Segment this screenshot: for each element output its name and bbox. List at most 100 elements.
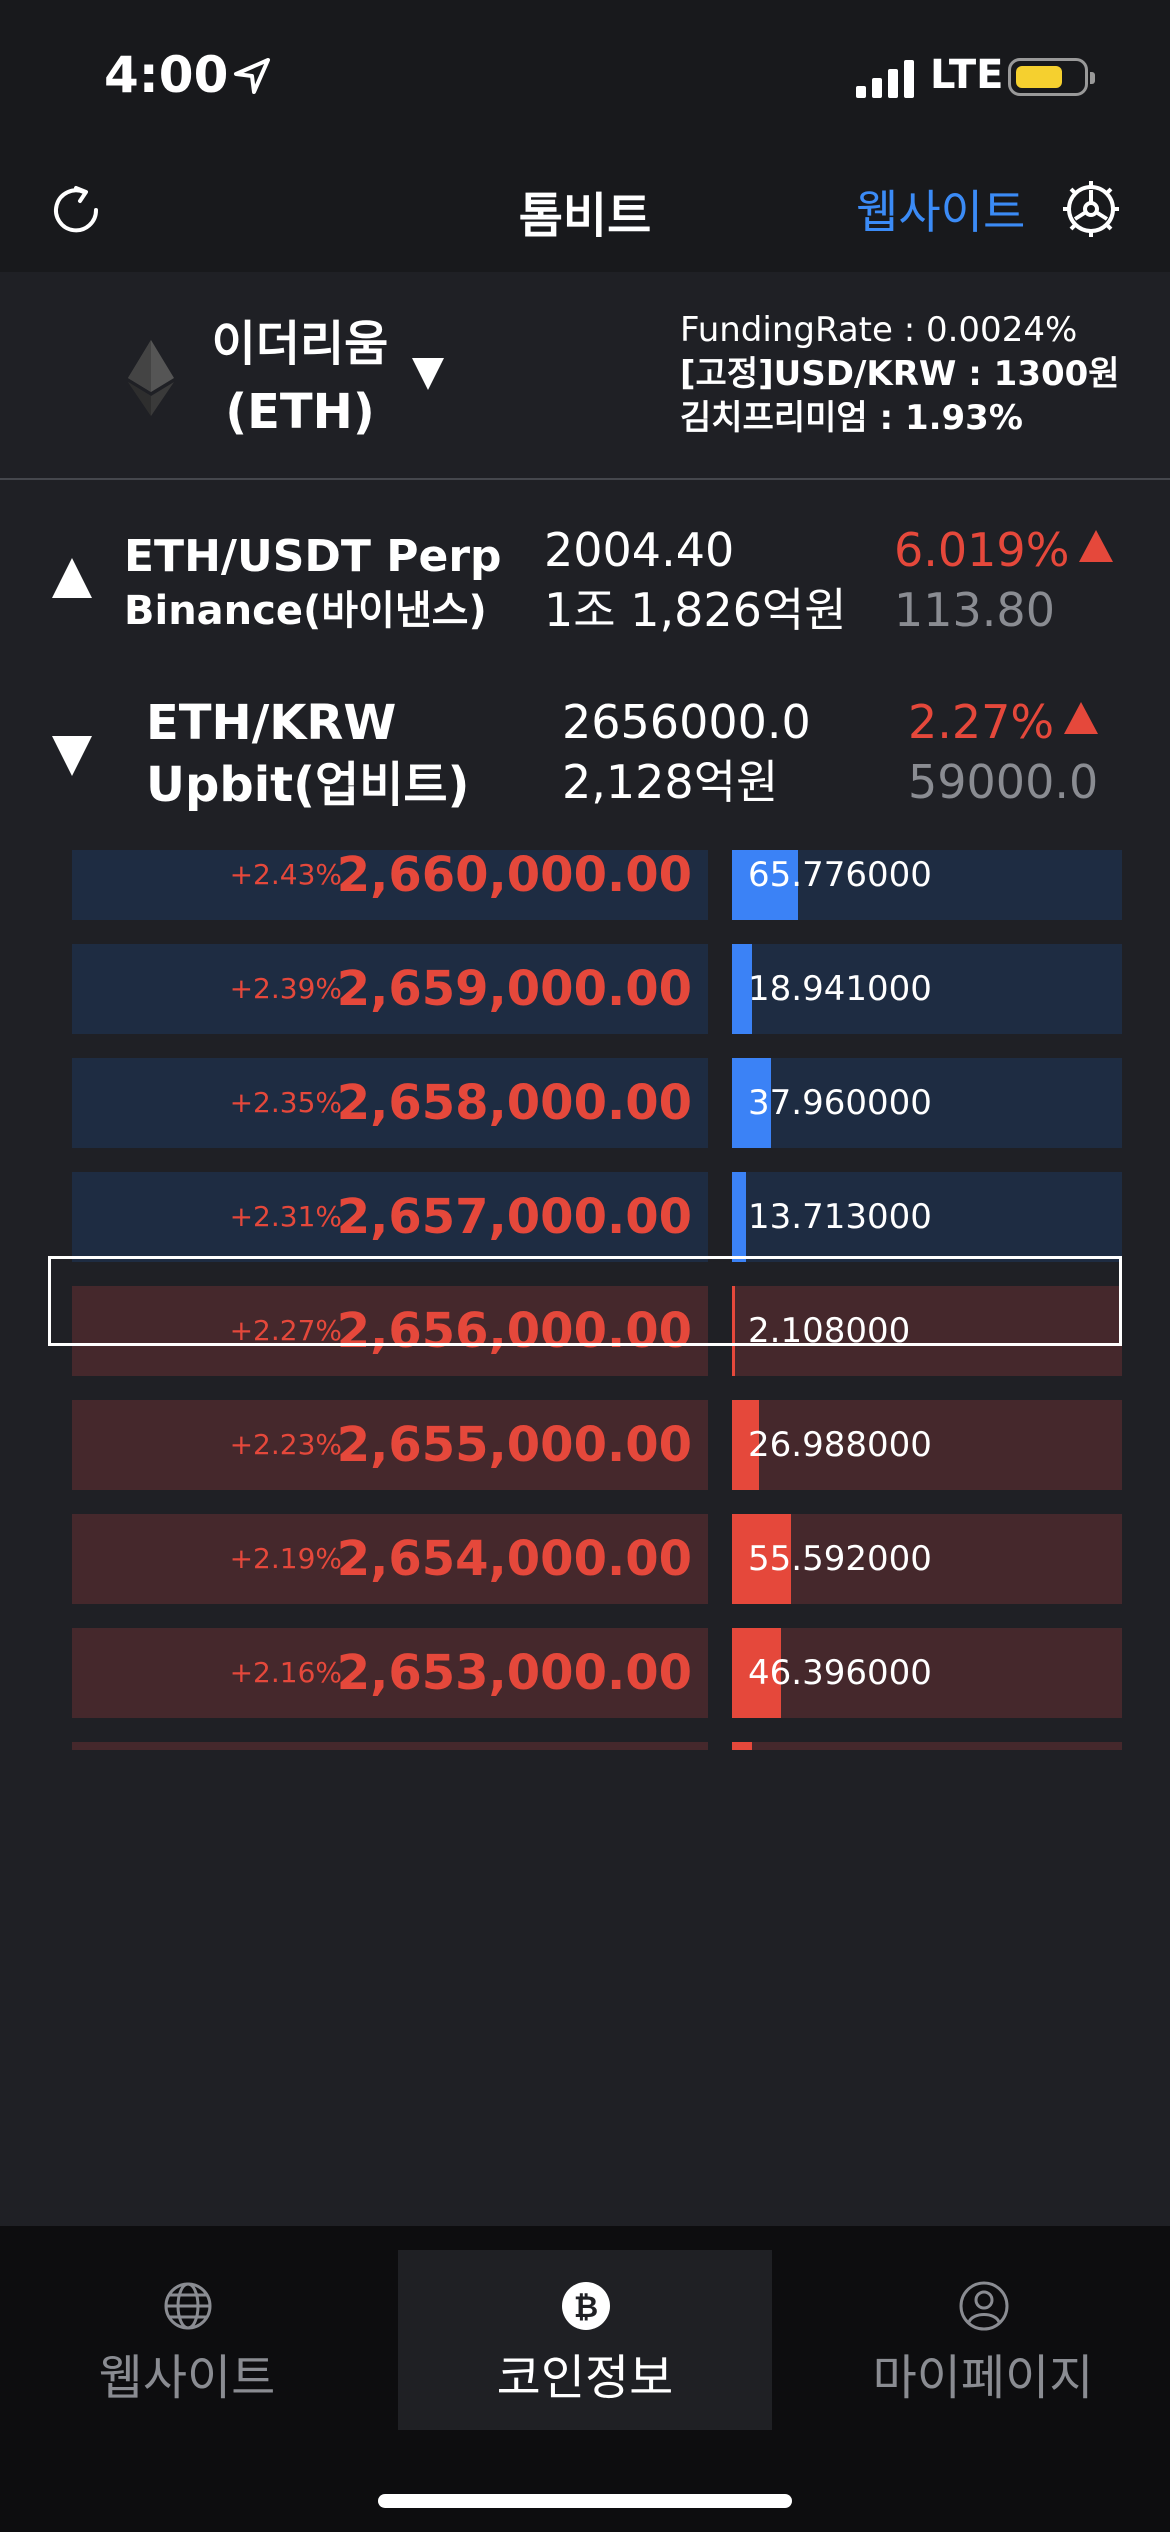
bitcoin-icon: ₿	[562, 2282, 610, 2330]
tab-label: 코인정보	[496, 2350, 674, 2406]
tab-coin-info[interactable]: ₿ 코인정보	[398, 2250, 772, 2430]
orderbook-quantity-cell: 18.941000	[732, 944, 1122, 1034]
orderbook-price: 2,654,000.00	[336, 1531, 692, 1587]
home-indicator	[378, 2494, 792, 2508]
orderbook-price-cell: +2.31% 2,657,000.00	[72, 1172, 708, 1262]
orderbook-change-pct: +2.43%	[229, 858, 342, 891]
market-pair: ETH/KRW	[146, 695, 397, 751]
market-price: 2656000.0	[562, 695, 811, 749]
orderbook-quantity: 46.396000	[748, 1653, 932, 1693]
orderbook-price: 2,656,000.00	[336, 1303, 692, 1359]
orderbook-price: 2,659,000.00	[336, 961, 692, 1017]
orderbook-price: 2,657,000.00	[336, 1189, 692, 1245]
orderbook-change-pct: +2.23%	[229, 1428, 342, 1461]
coin-symbol: (ETH)	[225, 384, 375, 440]
coin-selector: 이더리움 (ETH) FundingRate : 0.0024% [고정]USD…	[0, 272, 1170, 480]
orderbook-quantity: 65.776000	[748, 855, 932, 895]
tab-website[interactable]: 웹사이트	[0, 2250, 374, 2430]
market-row-binance[interactable]: ETH/USDT Perp Binance(바이낸스) 2004.40 1조 1…	[0, 490, 1170, 660]
svg-text:₿: ₿	[574, 2290, 598, 2325]
status-bar: 4:00 LTE	[0, 0, 1170, 150]
orderbook-change-pct: +2.16%	[229, 1656, 342, 1689]
nav-bar: 톰비트 웹사이트	[0, 150, 1170, 272]
orderbook-row[interactable]: +2.23% 2,655,000.00 26.988000	[0, 1400, 1170, 1490]
orderbook-volume-bar	[732, 1286, 735, 1376]
orderbook-price: 2,653,000.00	[336, 1645, 692, 1701]
market-change-abs: 113.80	[894, 583, 1055, 637]
orderbook-row[interactable]: +2.16% 2,653,000.00 46.396000	[0, 1628, 1170, 1718]
tab-label: 웹사이트	[98, 2350, 276, 2406]
orderbook-row[interactable]: +2.35% 2,658,000.00 37.960000	[0, 1058, 1170, 1148]
tab-my-page[interactable]: 마이페이지	[796, 2250, 1170, 2430]
status-time: 4:00	[104, 46, 229, 104]
orderbook-price-cell: +2.39% 2,659,000.00	[72, 944, 708, 1034]
current-price-highlight	[48, 1256, 1122, 1346]
orderbook-change-pct: +2.12%	[230, 1742, 342, 1750]
market-row-upbit[interactable]: ETH/KRW Upbit(업비트) 2656000.0 2,128억원 2.2…	[0, 662, 1170, 832]
price-up-icon	[1079, 530, 1114, 562]
orderbook-volume-bar	[732, 1400, 759, 1490]
orderbook-quantity-cell: 26.988000	[732, 1400, 1122, 1490]
orderbook-change-pct: +2.31%	[229, 1200, 342, 1233]
orderbook-volume-bar	[732, 1058, 771, 1148]
orderbook-row[interactable]: +2.27% 2,656,000.00 2.108000	[0, 1286, 1170, 1376]
orderbook-change-pct: +2.27%	[229, 1314, 342, 1347]
orderbook-price-cell: +2.43% 2,660,000.00	[72, 850, 708, 920]
orderbook-row[interactable]: +2.31% 2,657,000.00 13.713000	[0, 1172, 1170, 1262]
orderbook-change-pct: +2.35%	[229, 1086, 342, 1119]
funding-rate: FundingRate : 0.0024%	[680, 310, 1078, 350]
gear-icon[interactable]	[1060, 178, 1122, 240]
orderbook-price-cell: +2.23% 2,655,000.00	[72, 1400, 708, 1490]
orderbook-change-pct: +2.19%	[229, 1542, 342, 1575]
coin-name-korean: 이더리움	[211, 316, 389, 372]
market-price: 2004.40	[544, 523, 735, 577]
orderbook-quantity-cell: 46.396000	[732, 1628, 1122, 1718]
network-type: LTE	[930, 52, 1004, 98]
orderbook-quantity: 55.592000	[748, 1539, 932, 1579]
refresh-icon[interactable]	[46, 180, 106, 240]
orderbook-quantity-cell: 19.394000	[732, 1742, 1122, 1750]
orderbook-quantity: 19.394000	[748, 1742, 932, 1750]
orderbook-quantity-cell: 65.776000	[732, 850, 1122, 920]
orderbook-price: 2,660,000.00	[336, 850, 692, 903]
market-change-pct: 2.27%	[908, 695, 1055, 749]
orderbook-volume-bar	[732, 1628, 781, 1718]
orderbook-price-cell: +2.27% 2,656,000.00	[72, 1286, 708, 1376]
kimchi-premium: 김치프리미엄 : 1.93%	[680, 398, 1023, 438]
orderbook-quantity-cell: 55.592000	[732, 1514, 1122, 1604]
caret-down-icon[interactable]	[412, 358, 444, 390]
orderbook-quantity: 18.941000	[748, 969, 932, 1009]
orderbook-quantity-cell: 13.713000	[732, 1172, 1122, 1262]
triangle-up-icon[interactable]	[52, 558, 92, 598]
orderbook-quantity: 13.713000	[748, 1197, 932, 1237]
page-title: 톰비트	[518, 188, 652, 244]
orderbook-volume-bar	[732, 850, 798, 920]
triangle-down-icon[interactable]	[52, 736, 92, 776]
market-volume: 2,128억원	[562, 755, 779, 809]
orderbook-price: 2,652,000.00	[337, 1742, 692, 1750]
user-icon	[959, 2281, 1009, 2331]
orderbook-quantity-cell: 37.960000	[732, 1058, 1122, 1148]
orderbook[interactable]: +2.12%2,652,000.00 19.394000 +2.16%2,653,0…	[0, 850, 1170, 1750]
location-arrow-icon	[234, 58, 270, 94]
globe-icon	[164, 2282, 212, 2330]
orderbook-price-cell: +2.16% 2,653,000.00	[72, 1628, 708, 1718]
orderbook-volume-bar	[732, 1742, 752, 1750]
usd-krw-rate: [고정]USD/KRW : 1300원	[680, 354, 1120, 394]
orderbook-volume-bar	[732, 1172, 746, 1262]
orderbook-price: 2,658,000.00	[336, 1075, 692, 1131]
coin-name[interactable]: 이더리움 (ETH)	[200, 310, 400, 446]
market-exchange: Upbit(업비트)	[146, 757, 470, 813]
orderbook-change-pct: +2.39%	[229, 972, 342, 1005]
orderbook-price-cell: +2.12%2,652,000.00	[72, 1742, 708, 1750]
orderbook-row[interactable]: +2.19% 2,654,000.00 55.592000	[0, 1514, 1170, 1604]
tab-bar: 웹사이트 ₿ 코인정보 마이페이지	[0, 2226, 1170, 2532]
orderbook-price-cell: +2.19% 2,654,000.00	[72, 1514, 708, 1604]
orderbook-row[interactable]: +2.12%2,652,000.00 19.394000	[0, 1742, 1170, 1750]
website-link[interactable]: 웹사이트	[856, 185, 1026, 239]
orderbook-price: 2,655,000.00	[336, 1417, 692, 1473]
orderbook-row[interactable]: +2.39% 2,659,000.00 18.941000	[0, 944, 1170, 1034]
orderbook-row[interactable]: +2.43% 2,660,000.00 65.776000	[0, 850, 1170, 920]
market-change-pct: 6.019%	[894, 523, 1070, 577]
orderbook-volume-bar	[732, 944, 752, 1034]
